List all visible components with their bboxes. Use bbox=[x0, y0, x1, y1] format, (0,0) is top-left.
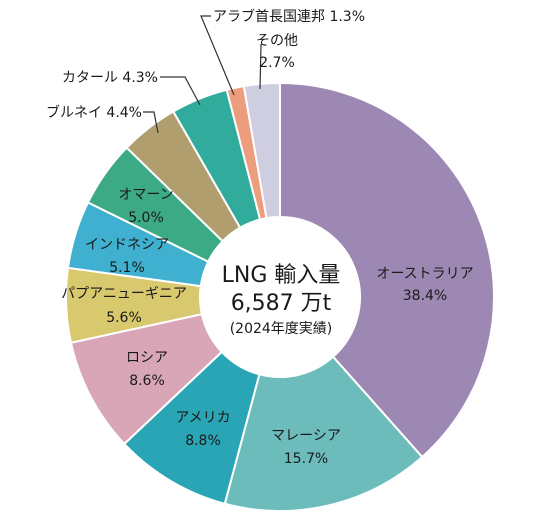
slice-11 bbox=[242, 81, 281, 220]
slice-2 bbox=[223, 355, 424, 512]
slice-2-label: マレーシア bbox=[271, 428, 341, 444]
slice-9-label: カタール 4.3% bbox=[62, 70, 158, 86]
slice-11-label: その他 bbox=[256, 33, 298, 49]
slice-5-label: パプアニューギニア bbox=[61, 286, 187, 302]
slice-1-value: 38.4% bbox=[403, 288, 447, 304]
center-note: (2024年度実績) bbox=[230, 321, 333, 337]
slice-3-value: 8.8% bbox=[185, 433, 221, 449]
slice-1-label: オーストラリア bbox=[376, 266, 473, 282]
leader-lines bbox=[143, 15, 262, 134]
center-total: 6,587 万t bbox=[231, 291, 332, 316]
slice-3-label: アメリカ bbox=[175, 410, 230, 426]
slice-2-value: 15.7% bbox=[284, 451, 328, 467]
slice-1 bbox=[279, 81, 495, 459]
slice-6-value: 5.1% bbox=[109, 260, 145, 276]
slice-6-label: インドネシア bbox=[85, 237, 169, 253]
slice-labels: オーストラリア 38.4% マレーシア 15.7% アメリカ 8.8% ロシア 8.6% パプア… bbox=[46, 8, 474, 467]
slice-4-value: 8.6% bbox=[129, 373, 165, 389]
slice-10-leader bbox=[200, 15, 235, 96]
slice-5-value: 5.6% bbox=[106, 310, 142, 326]
slice-11-value: 2.7% bbox=[259, 55, 295, 71]
donut-slices bbox=[65, 81, 495, 512]
slice-7-label: オマーン bbox=[118, 187, 173, 203]
slice-4-label: ロシア bbox=[126, 350, 168, 366]
slice-8-leader bbox=[143, 111, 159, 134]
slice-11-leader bbox=[259, 43, 262, 90]
slice-10-label: アラブ首長国連邦 1.3% bbox=[213, 8, 365, 25]
center-title: LNG 輸入量 bbox=[222, 263, 341, 288]
slice-8-label: ブルネイ 4.4% bbox=[46, 104, 142, 121]
slice-9-leader bbox=[160, 76, 201, 106]
slice-7-value: 5.0% bbox=[128, 210, 164, 226]
